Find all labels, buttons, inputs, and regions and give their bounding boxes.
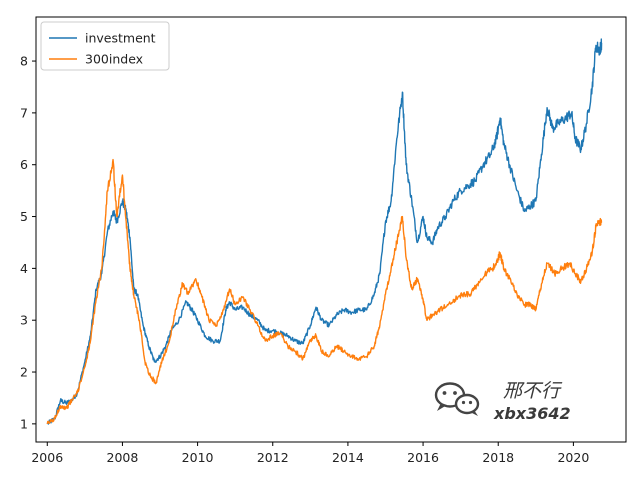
- watermark-name: 邢不行: [503, 380, 563, 402]
- y-tick-label: 1: [20, 416, 28, 431]
- series-line-300index: [46, 158, 603, 425]
- legend-label-investment: investment: [85, 31, 156, 46]
- y-tick-label: 3: [20, 313, 28, 328]
- y-tick-label: 7: [20, 105, 28, 120]
- axes-frame: [35, 16, 627, 443]
- y-tick-label: 8: [20, 54, 28, 69]
- x-tick-label: 2008: [107, 450, 139, 465]
- legend-label-300index: 300index: [85, 52, 143, 67]
- series-layer: [46, 38, 603, 425]
- axes-layer: 2006 2008 2010 2012 2014 2016 2018 2020 1 2 3 4 5 6 7 8: [20, 16, 627, 465]
- x-tick-label: 2014: [332, 450, 364, 465]
- series-line-investment: [46, 38, 603, 425]
- legend: investment 300index: [40, 21, 170, 71]
- watermark-id: xbx3642: [493, 404, 571, 423]
- x-tick-label: 2010: [182, 450, 214, 465]
- x-tick-label: 2020: [557, 450, 589, 465]
- legend-box: [40, 21, 170, 71]
- y-tick-label: 5: [20, 209, 28, 224]
- x-tick-label: 2012: [257, 450, 289, 465]
- watermark: 邢不行 xbx3642: [434, 380, 571, 423]
- y-tick-label: 6: [20, 157, 28, 172]
- x-tick-label: 2018: [482, 450, 514, 465]
- y-tick-label: 4: [20, 261, 28, 276]
- wechat-icon: [434, 382, 480, 416]
- x-tick-label: 2006: [31, 450, 63, 465]
- x-tick-label: 2016: [407, 450, 439, 465]
- y-tick-label: 2: [20, 365, 28, 380]
